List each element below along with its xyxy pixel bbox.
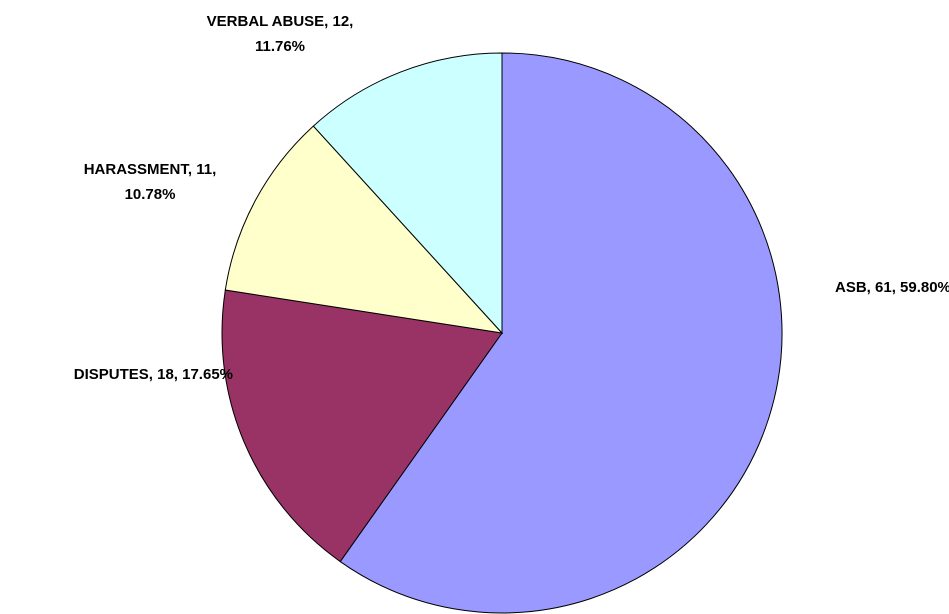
pie-slice bbox=[221, 289, 503, 563]
slice-label: DISPUTES, 18, 17.65% bbox=[74, 366, 233, 383]
slice-label: ASB, 61, 59.80% bbox=[835, 279, 949, 296]
pie-slice bbox=[312, 52, 503, 335]
slice-label: 10.78% bbox=[125, 186, 176, 203]
slice-label: 11.76% bbox=[255, 38, 305, 55]
slice-label: VERBAL ABUSE, 12, bbox=[207, 13, 354, 30]
pie-slice bbox=[339, 52, 783, 614]
slice-label: HARASSMENT, 11, bbox=[84, 161, 217, 178]
pie-slice bbox=[224, 125, 504, 334]
